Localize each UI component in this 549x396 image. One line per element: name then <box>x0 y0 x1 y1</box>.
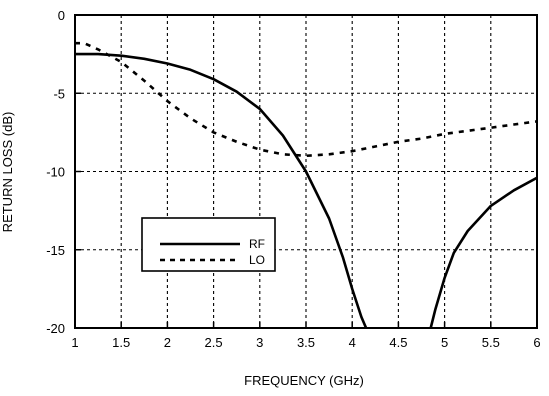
y-tick-label: -10 <box>46 165 65 180</box>
x-tick-label: 4.5 <box>389 335 407 350</box>
series-rf-line <box>75 52 368 328</box>
x-tick-label: 3 <box>256 335 263 350</box>
y-axis-title: RETURN LOSS (dB) <box>0 112 15 233</box>
legend-lo-label: LO <box>249 253 265 267</box>
y-tick-label: 0 <box>58 8 65 23</box>
x-tick-label: 1.5 <box>112 335 130 350</box>
tick-layer: 1 1.5 2 2.5 3 3.5 4 4.5 5 5.5 6 0 -5 -10 -15 -20 <box>46 8 540 350</box>
x-tick-label: 5 <box>441 335 448 350</box>
y-tick-label: -20 <box>46 321 65 336</box>
x-tick-label: 5.5 <box>482 335 500 350</box>
x-tick-label: 3.5 <box>297 335 315 350</box>
series-rf-line <box>429 176 537 328</box>
x-tick-label: 1 <box>71 335 78 350</box>
y-tick-label: -15 <box>46 243 65 258</box>
x-tick-label: 2 <box>164 335 171 350</box>
legend: RF LO <box>141 217 276 272</box>
x-axis-title: FREQUENCY (GHz) <box>244 373 364 388</box>
series-layer <box>75 41 537 328</box>
legend-rf-label: RF <box>249 237 265 251</box>
x-tick-label: 4 <box>349 335 356 350</box>
x-tick-label: 6 <box>533 335 540 350</box>
y-tick-label: -5 <box>53 86 65 101</box>
x-tick-label: 2.5 <box>205 335 223 350</box>
